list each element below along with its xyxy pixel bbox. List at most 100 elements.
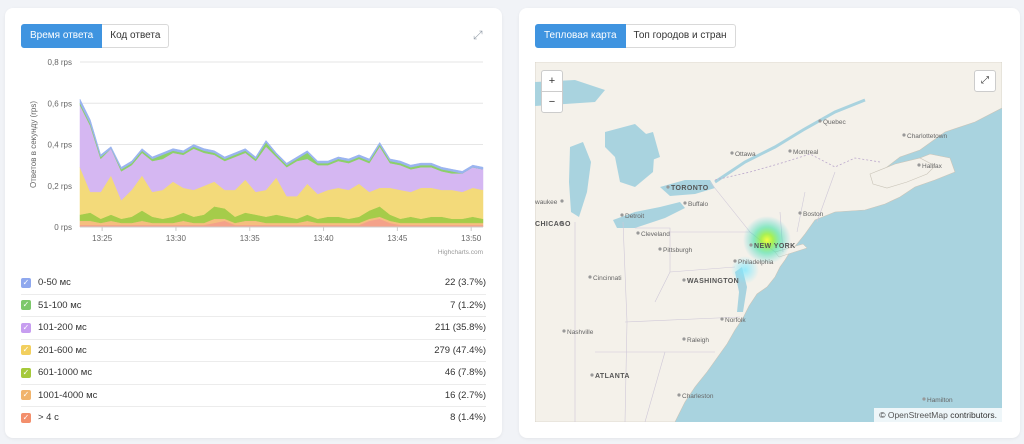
- tab-heatmap[interactable]: Тепловая карта: [535, 24, 626, 48]
- legend-label: 0-50 мс: [38, 277, 71, 289]
- city-dot: [588, 275, 592, 279]
- heatmap-card: Тепловая карта Топ городов и стран: [519, 8, 1020, 438]
- georgian-bay: [635, 132, 660, 162]
- copyright-symbol: ©: [879, 410, 886, 420]
- city-dot: [683, 201, 687, 205]
- city-dot: [658, 247, 662, 251]
- y-tick-label: 0 rps: [54, 223, 72, 232]
- city-label: NEW YORK: [754, 243, 796, 250]
- zoom-control: + −: [541, 70, 563, 113]
- lake-erie: [613, 202, 685, 228]
- x-tick-label: 13:25: [92, 234, 113, 243]
- legend-value: 22 (3.7%): [444, 277, 486, 289]
- y-axis-title: Ответов в секунду (rps): [29, 101, 38, 188]
- state-borders: [574, 171, 836, 422]
- canada-us-border: [714, 153, 881, 181]
- zoom-in-button[interactable]: +: [542, 71, 562, 92]
- city-dot: [562, 329, 566, 333]
- legend-label: 1001-4000 мс: [38, 389, 98, 401]
- city-dot: [620, 213, 624, 217]
- city-dot: [798, 211, 802, 215]
- city-label: waukee: [535, 199, 558, 206]
- city-dot: [902, 133, 906, 137]
- city-dot: [560, 199, 564, 203]
- city-dot: [682, 278, 686, 282]
- city-dot: [636, 231, 640, 235]
- legend-label: 51-100 мс: [38, 299, 82, 311]
- y-tick-label: 0,4 rps: [48, 141, 72, 150]
- map-fullscreen-button[interactable]: ⤢: [974, 70, 996, 92]
- city-dot: [733, 259, 737, 263]
- city-label: Ottawa: [735, 151, 756, 158]
- legend-value: 8 (1.4%): [450, 412, 486, 424]
- city-labels: Quebec Charlottetown Ottawa Montreal Halifax…: [535, 119, 953, 404]
- legend-checkbox[interactable]: ✓: [21, 390, 31, 401]
- city-label: Buffalo: [688, 201, 709, 208]
- heat-spot-new-york: [743, 216, 791, 264]
- legend-row[interactable]: ✓ 1001-4000 мс 16 (2.7%): [21, 385, 486, 407]
- legend-row[interactable]: ✓ 101-200 мс 211 (35.8%): [21, 317, 486, 340]
- highcharts-credit[interactable]: Highcharts.com: [438, 249, 483, 256]
- x-tick-label: 13:50: [461, 234, 482, 243]
- city-label: Charlottetown: [907, 133, 947, 140]
- legend-checkbox[interactable]: ✓: [21, 277, 31, 288]
- legend-label: 201-600 мс: [38, 344, 87, 356]
- city-dot: [788, 149, 792, 153]
- city-label: Detroit: [625, 213, 644, 220]
- x-tick-label: 13:45: [387, 234, 408, 243]
- map-canvas[interactable]: Quebec Charlottetown Ottawa Montreal Halifax…: [535, 62, 1002, 422]
- heat-map[interactable]: Quebec Charlottetown Ottawa Montreal Halifax…: [535, 62, 1002, 422]
- zoom-out-button[interactable]: −: [548, 96, 556, 108]
- right-tabs: Тепловая карта Топ городов и стран: [535, 24, 736, 48]
- legend-row[interactable]: ✓ 51-100 мс 7 (1.2%): [21, 295, 486, 317]
- legend-row[interactable]: ✓ 0-50 мс 22 (3.7%): [21, 272, 486, 295]
- city-label: Hamilton: [927, 397, 953, 404]
- legend-list: ✓ 0-50 мс 22 (3.7%) ✓ 51-100 мс 7 (1.2%) ✓ 101-…: [21, 272, 486, 429]
- city-label: WASHINGTON: [687, 278, 739, 285]
- legend-value: 7 (1.2%): [450, 299, 486, 311]
- city-label: Nashville: [567, 329, 594, 336]
- city-label: Cleveland: [641, 231, 670, 238]
- city-label: TORONTO: [671, 185, 709, 192]
- city-dot: [749, 243, 753, 247]
- legend-checkbox[interactable]: ✓: [21, 412, 31, 423]
- legend-value: 16 (2.7%): [444, 389, 486, 401]
- tab-response-code[interactable]: Код ответа: [102, 24, 170, 48]
- city-dot: [818, 119, 822, 123]
- city-dot: [720, 317, 724, 321]
- y-tick-label: 0,8 rps: [48, 58, 72, 67]
- city-label: ATLANTA: [595, 373, 630, 380]
- legend-checkbox[interactable]: ✓: [21, 322, 31, 333]
- city-dot: [922, 397, 926, 401]
- city-dot: [730, 151, 734, 155]
- x-tick-label: 13:35: [240, 234, 261, 243]
- legend-checkbox[interactable]: ✓: [21, 367, 31, 378]
- openstreetmap-link[interactable]: OpenStreetMap: [887, 410, 948, 420]
- expand-icon[interactable]: ⤢: [473, 28, 483, 42]
- response-time-card: Время ответа Код ответа ⤢ 0 rps 0,2 rps 0,…: [5, 8, 502, 438]
- legend-value: 211 (35.8%): [434, 322, 486, 334]
- city-label: Norfolk: [725, 317, 746, 324]
- tab-top-cities[interactable]: Топ городов и стран: [625, 24, 736, 48]
- lake-michigan: [569, 142, 591, 217]
- city-label: Pittsburgh: [663, 247, 693, 254]
- legend-row[interactable]: ✓ 201-600 мс 279 (47.4%): [21, 340, 486, 362]
- legend-row[interactable]: ✓ 601-1000 мс 46 (7.8%): [21, 362, 486, 385]
- city-label: CHICAGO: [535, 221, 571, 228]
- heat-spot-philadelphia: [731, 256, 759, 284]
- legend-label: > 4 с: [38, 412, 59, 424]
- city-label: Quebec: [823, 119, 847, 126]
- city-dot: [917, 163, 921, 167]
- legend-checkbox[interactable]: ✓: [21, 300, 31, 311]
- y-tick-label: 0,6 rps: [48, 99, 72, 108]
- city-label: Philadelphia: [738, 259, 774, 266]
- attribution-text: contributors.: [950, 410, 997, 420]
- city-label: Boston: [803, 211, 824, 218]
- legend-row[interactable]: ✓ > 4 с 8 (1.4%): [21, 407, 486, 429]
- legend-label: 601-1000 мс: [38, 367, 93, 379]
- left-tabs: Время ответа Код ответа: [21, 24, 170, 48]
- y-tick-label: 0,2 rps: [48, 182, 72, 191]
- legend-checkbox[interactable]: ✓: [21, 345, 31, 356]
- city-dot: [682, 337, 686, 341]
- tab-response-time[interactable]: Время ответа: [21, 24, 103, 48]
